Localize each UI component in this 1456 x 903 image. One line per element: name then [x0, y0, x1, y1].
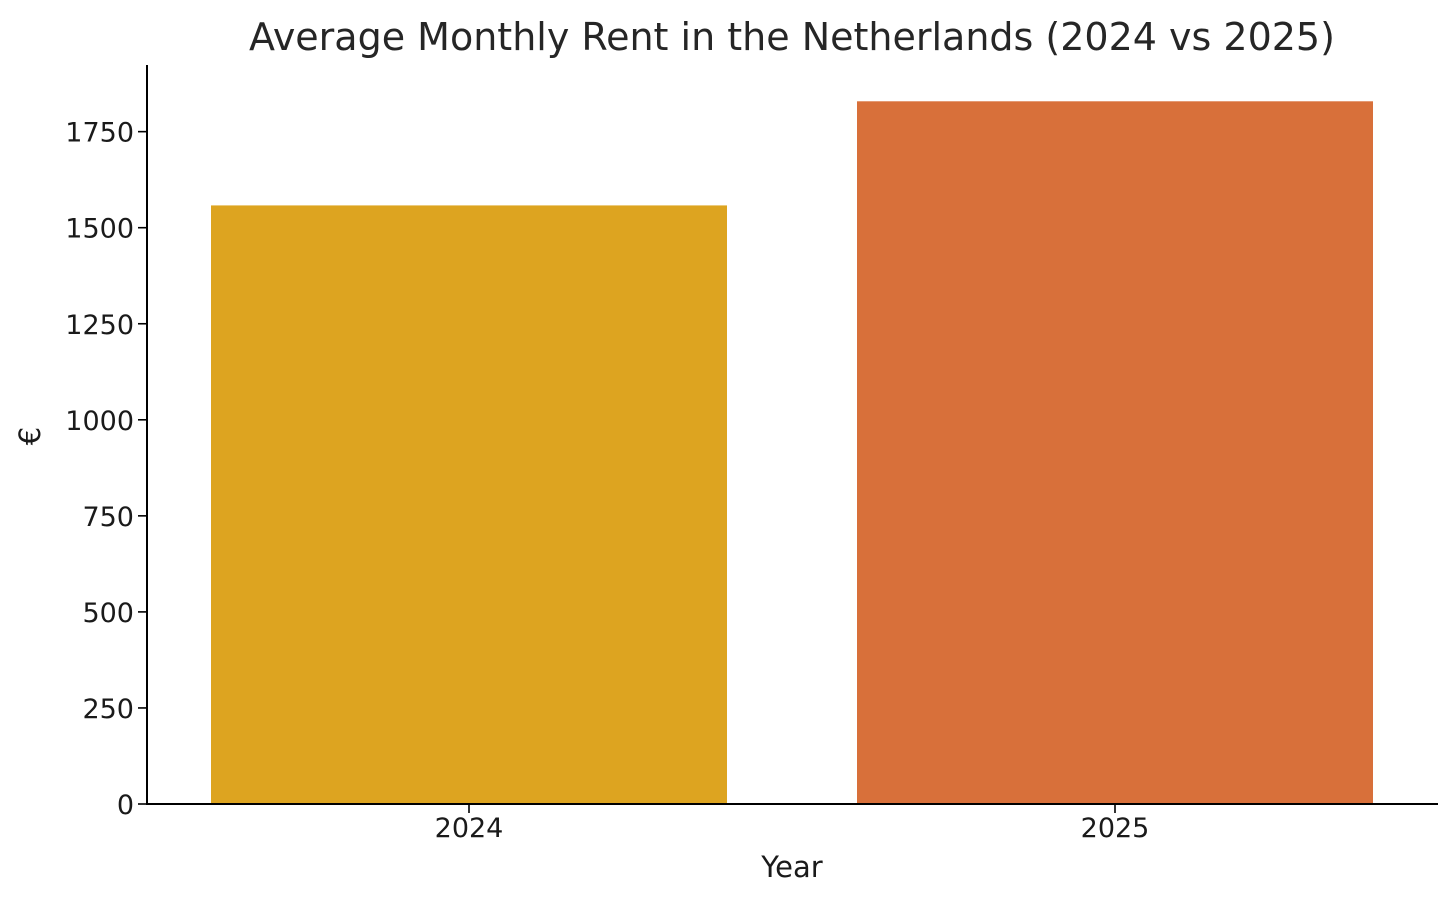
x-axis-ticks: 2024 2025: [435, 804, 1150, 844]
chart-title: Average Monthly Rent in the Netherlands …: [249, 15, 1335, 59]
bar-2025: [857, 101, 1373, 804]
y-tick-label: 500: [82, 598, 134, 629]
y-tick-label: 1750: [65, 118, 134, 149]
y-tick-label: 250: [82, 694, 134, 725]
y-axis-ticks: 0 250 500 750 1000 1250 1500 1750: [65, 118, 147, 821]
y-tick-label: 1000: [65, 406, 134, 437]
bar-2024: [211, 205, 727, 805]
y-tick-label: 750: [82, 502, 134, 533]
y-axis-label: €: [13, 427, 47, 445]
bars-group: [211, 101, 1373, 805]
y-tick-label: 0: [117, 790, 134, 821]
y-tick-label: 1250: [65, 310, 134, 341]
x-tick-label: 2025: [1081, 813, 1150, 844]
x-axis-label: Year: [760, 850, 822, 884]
y-tick-label: 1500: [65, 214, 134, 245]
x-tick-label: 2024: [435, 813, 504, 844]
